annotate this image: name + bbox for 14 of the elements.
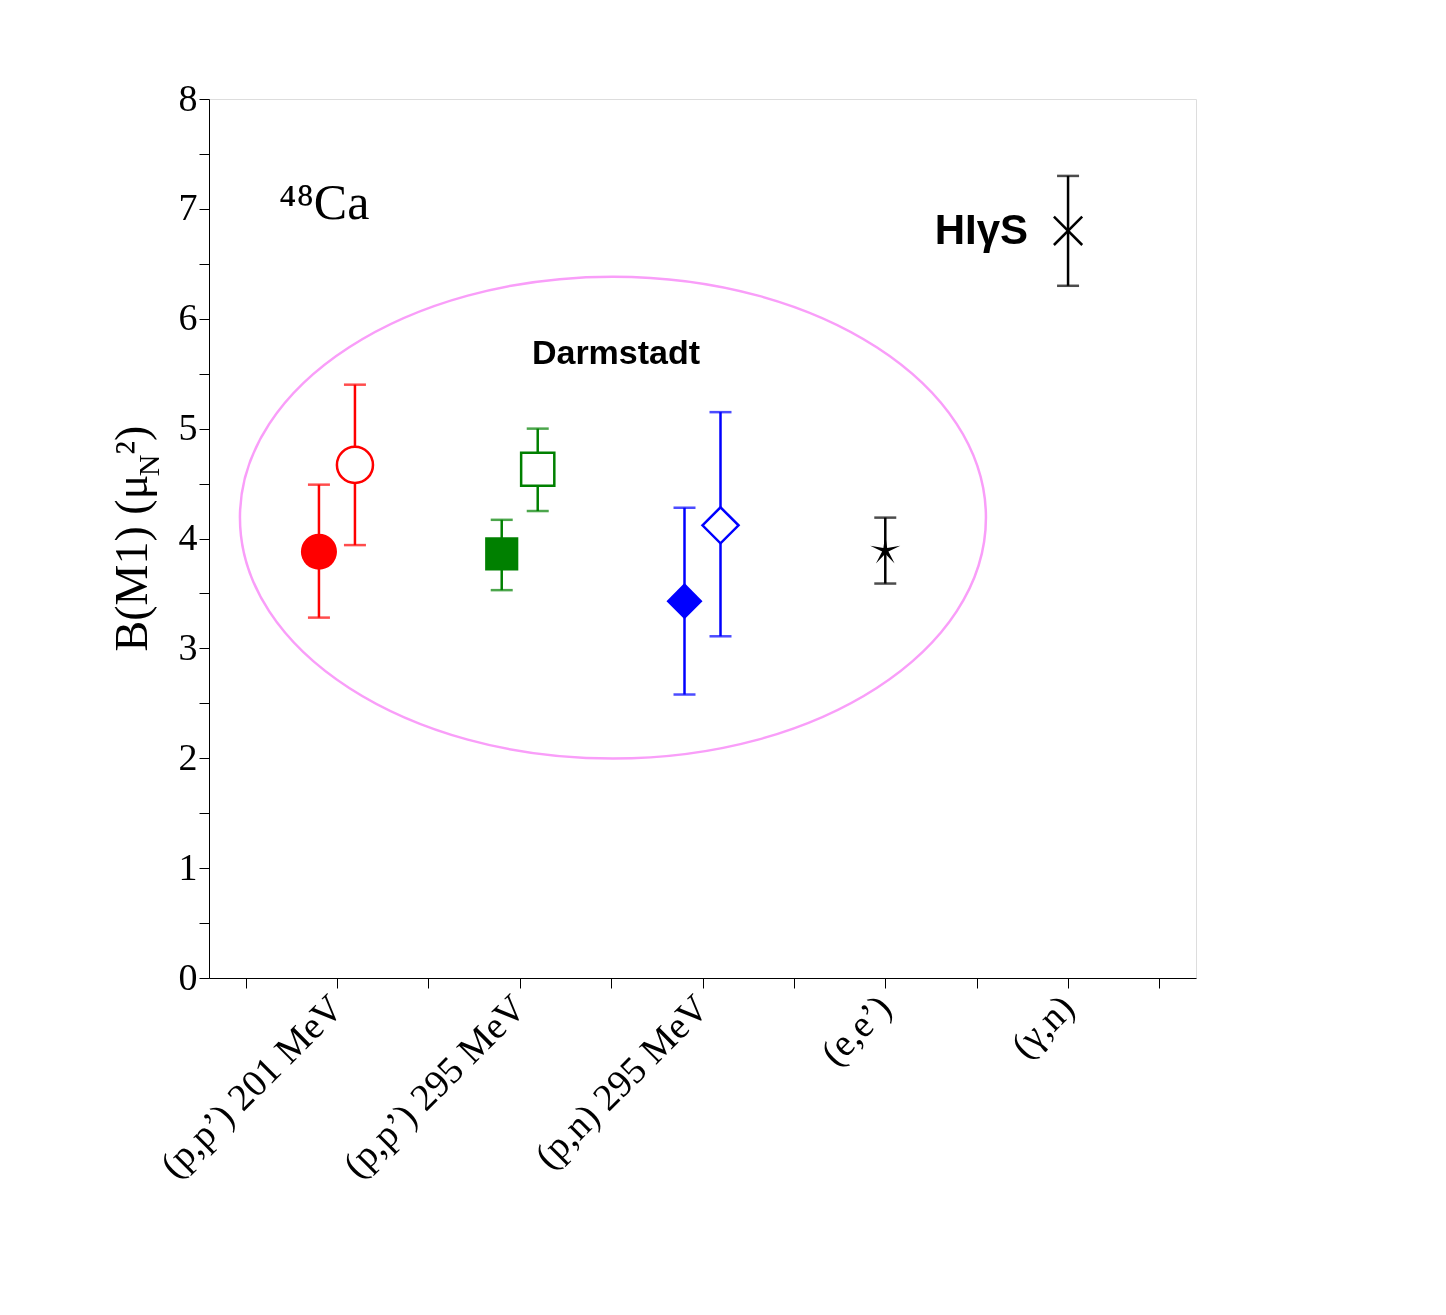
y-tick-label: 4 (178, 516, 198, 558)
y-tick-label: 3 (178, 625, 198, 668)
y-axis-title: B(M1) (μN²) (106, 425, 165, 652)
y-tick-label: 0 (178, 955, 198, 998)
y-tick-label: 8 (178, 76, 198, 119)
annotation: ⁴⁸Ca (279, 174, 370, 230)
x-tick-label: (γ,n) (1002, 986, 1083, 1067)
y-tick-label: 1 (178, 845, 198, 888)
y-tick-label: 7 (178, 186, 198, 229)
y-tick-label: 2 (178, 735, 198, 778)
y-tick-label: 6 (178, 296, 198, 339)
annotation: HIγS (934, 205, 1029, 253)
y-tick-label: 5 (178, 406, 198, 449)
annotation: Darmstadt (531, 333, 701, 371)
